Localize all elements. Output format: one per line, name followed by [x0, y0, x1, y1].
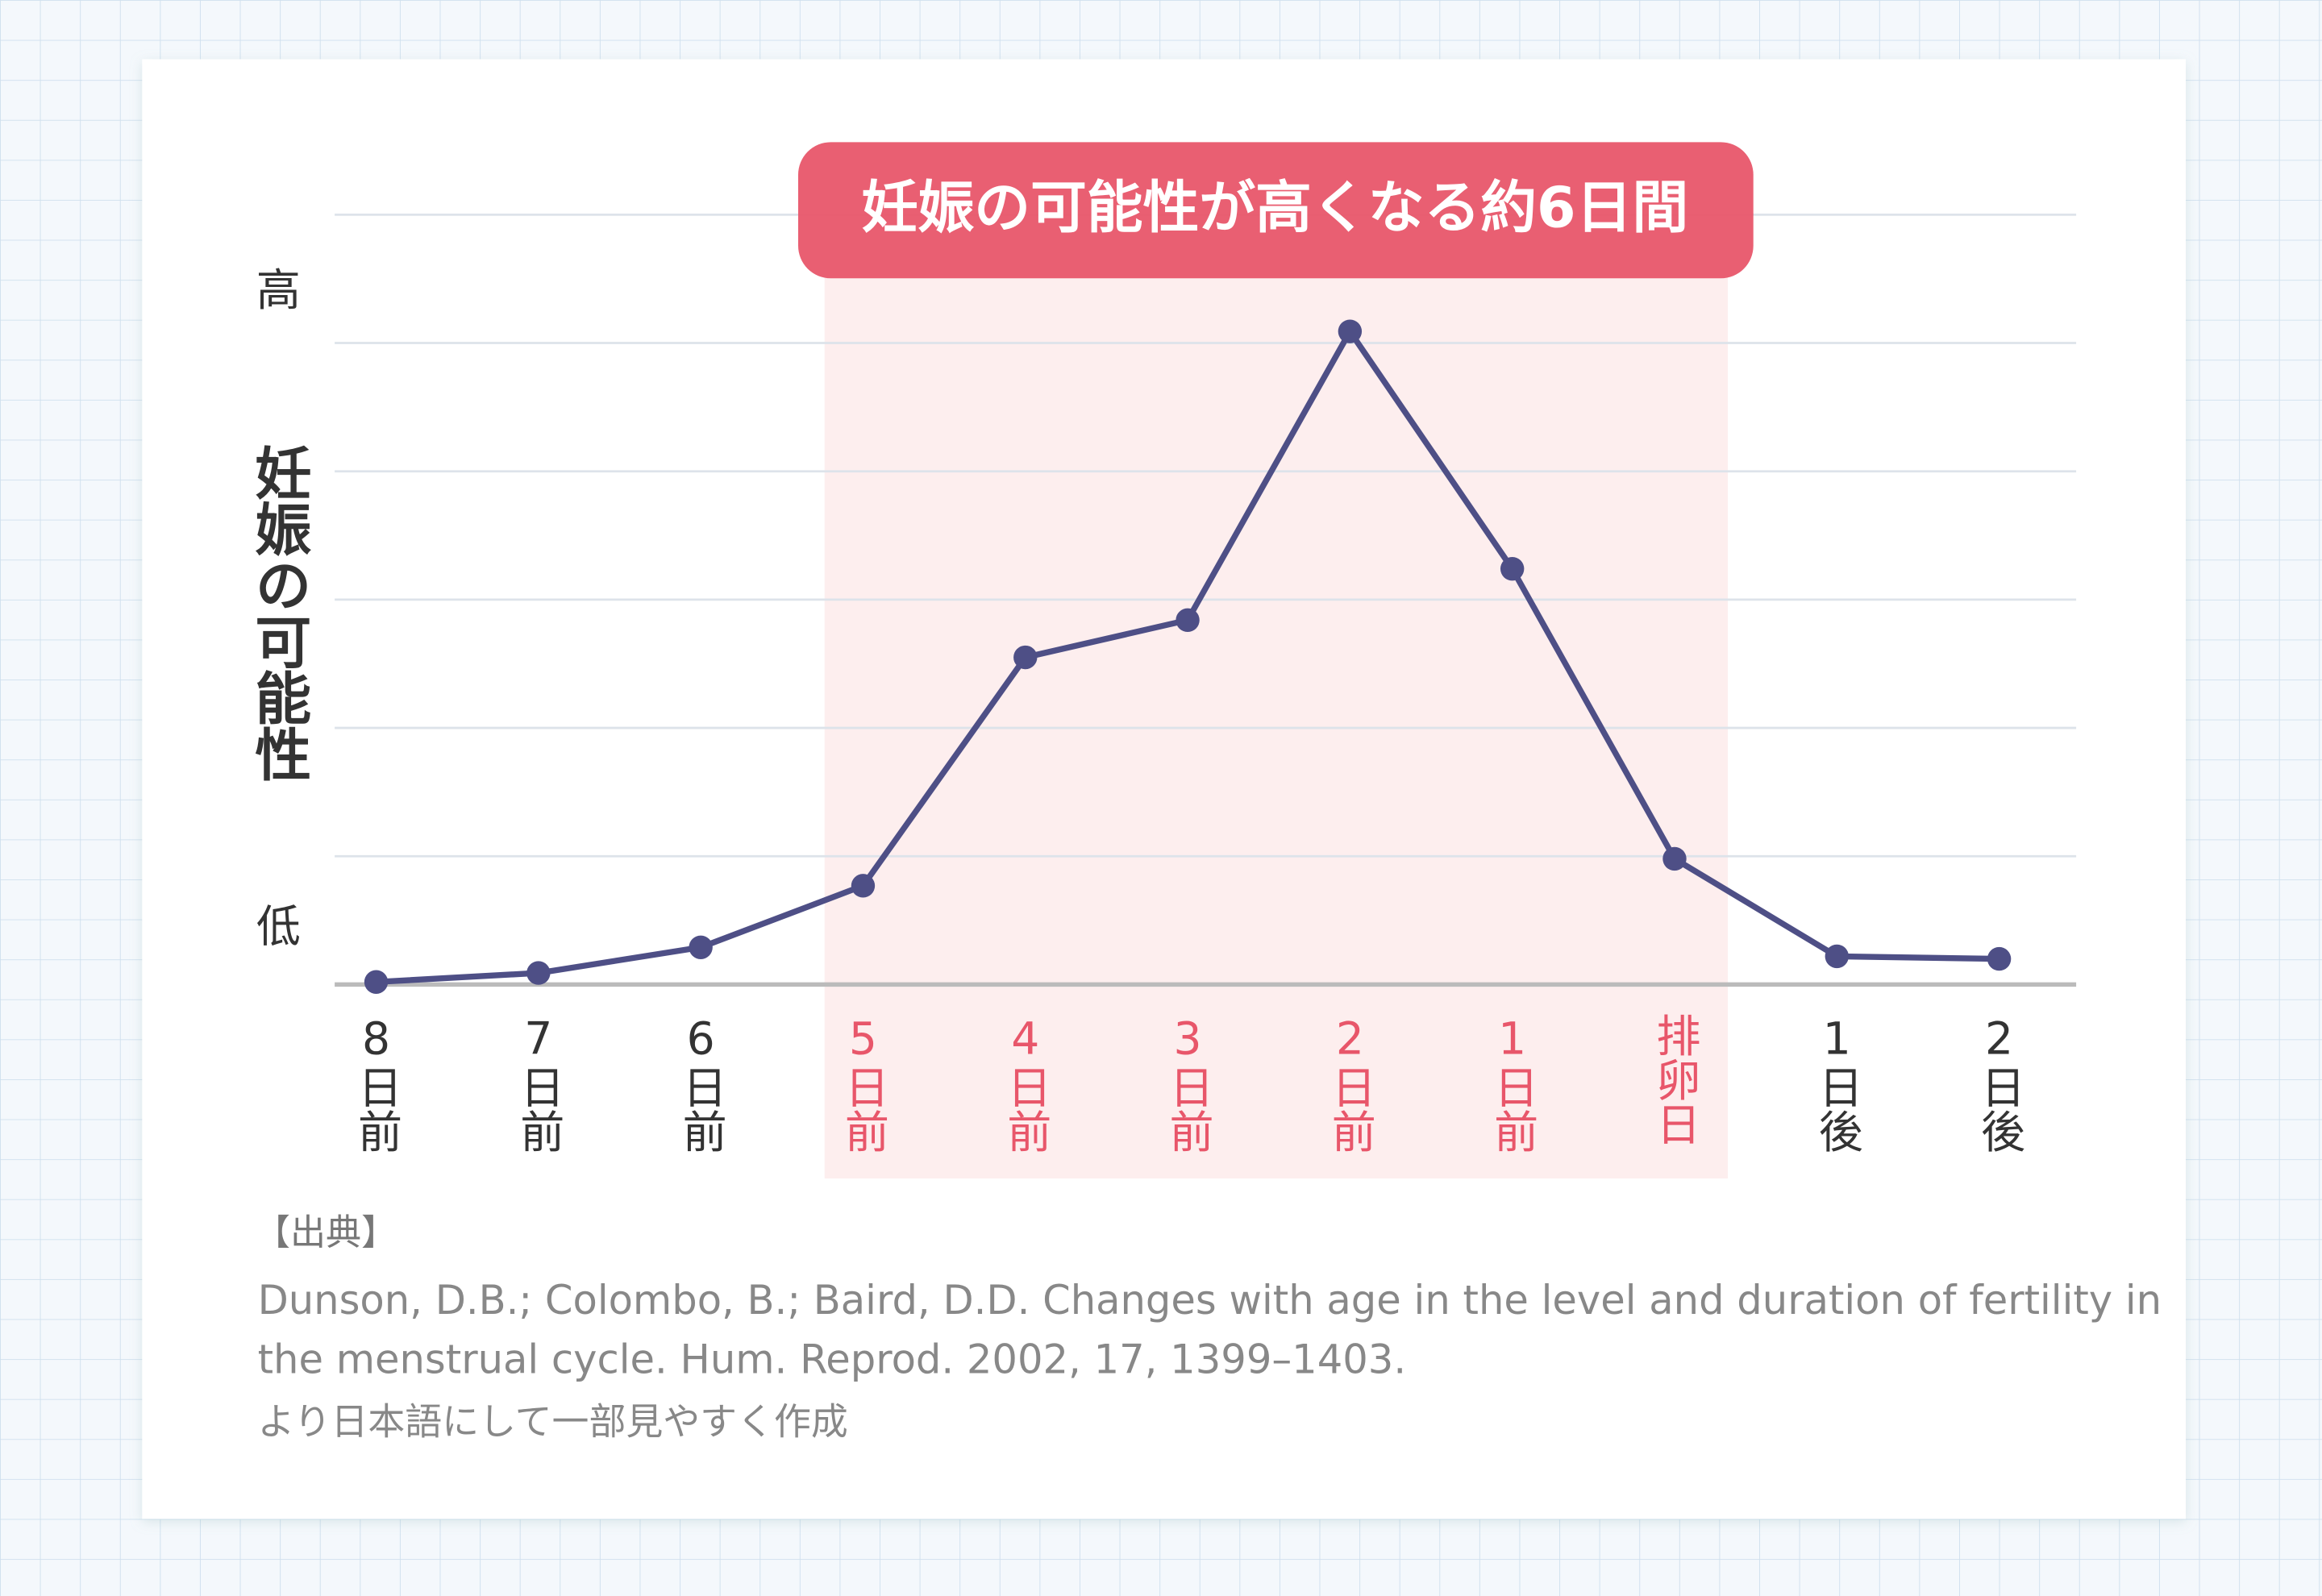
x-tick-label: 1日後 — [1811, 1012, 1862, 1153]
x-tick-label: 3日前 — [1162, 1012, 1213, 1153]
data-point — [1013, 645, 1038, 670]
x-tick-label: 2日前 — [1324, 1012, 1375, 1153]
data-point — [1338, 319, 1363, 343]
x-tick-label: 7日前 — [513, 1012, 564, 1153]
data-point — [1500, 556, 1525, 581]
data-point — [689, 935, 713, 959]
source-line: より日本語にして一部見やすく作成 — [258, 1399, 848, 1443]
x-tick-label: 8日前 — [351, 1012, 402, 1153]
x-tick-label: 排卵日 — [1649, 1012, 1700, 1145]
source-heading: 【出典】 — [255, 1212, 397, 1253]
data-point — [364, 970, 389, 994]
data-point — [526, 961, 551, 985]
y-axis-title: 妊娠の可能性 — [246, 444, 311, 782]
plot: 妊娠の可能性が高くなる約6日間 8日前 7日前 6日前 5日前 4日前 3日前 2日前 1日前 排… — [335, 142, 2077, 1179]
data-point — [1176, 608, 1200, 633]
highlight-label: 妊娠の可能性が高くなる約6日間 — [862, 176, 1689, 241]
y-low-label: 低 — [256, 901, 301, 953]
x-tick-label: 1日前 — [1487, 1012, 1538, 1153]
data-point — [1987, 946, 2012, 971]
data-point — [851, 874, 876, 898]
x-tick-label: 5日前 — [837, 1012, 888, 1153]
x-tick-label: 2日後 — [1974, 1012, 2025, 1153]
source-line: the menstrual cycle. Hum. Reprod. 2002, … — [258, 1336, 1407, 1382]
data-point — [1662, 846, 1687, 871]
data-point — [1825, 944, 1849, 969]
y-high-label: 高 — [256, 264, 301, 316]
highlight-band — [824, 163, 1729, 1179]
x-tick-label: 6日前 — [675, 1012, 726, 1153]
highlight-banner — [798, 142, 1754, 279]
x-tick-label: 4日前 — [1000, 1012, 1051, 1153]
source-line: Dunson, D.B.; Colombo, B.; Baird, D.D. C… — [258, 1277, 2162, 1324]
